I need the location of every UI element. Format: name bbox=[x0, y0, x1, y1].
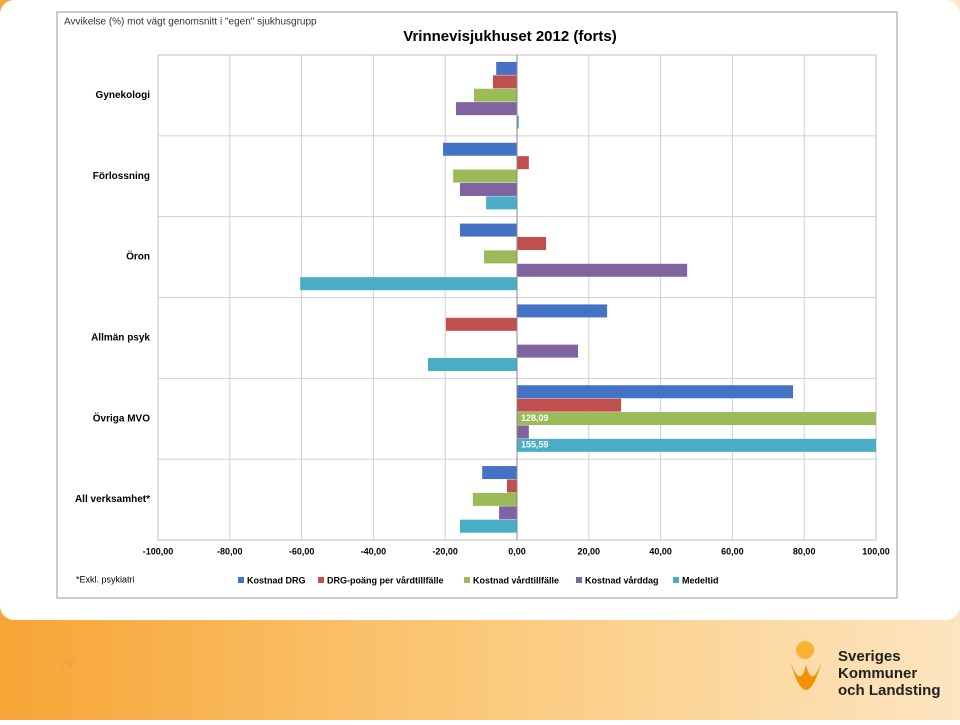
logo-text: Sveriges bbox=[838, 648, 901, 665]
bar bbox=[517, 344, 579, 358]
legend-label: Kostnad vårdtillfälle bbox=[473, 575, 559, 585]
bar bbox=[427, 358, 517, 372]
bar bbox=[517, 385, 794, 399]
legend-label: Kostnad vårddag bbox=[585, 575, 659, 585]
data-label: 128,09 bbox=[521, 413, 549, 423]
bar bbox=[517, 236, 547, 250]
slide-number: 19 bbox=[58, 656, 74, 672]
legend-label: DRG-poäng per vårdtillfälle bbox=[327, 575, 444, 585]
x-tick-label: -100,00 bbox=[143, 546, 174, 556]
bar bbox=[455, 102, 517, 116]
y-tick-label: Allmän psyk bbox=[91, 333, 150, 344]
bar bbox=[517, 438, 876, 452]
chart-subtitle: Avvikelse (%) mot vägt genomsnitt i "ege… bbox=[64, 17, 317, 28]
legend-label: Kostnad DRG bbox=[247, 575, 306, 585]
x-tick-label: -60,00 bbox=[289, 546, 315, 556]
logo-head bbox=[796, 641, 814, 659]
bar bbox=[473, 88, 517, 102]
y-tick-label: Övriga MVO bbox=[93, 411, 150, 424]
legend-swatch bbox=[576, 577, 582, 583]
bar bbox=[459, 182, 517, 196]
y-tick-label: All verksamhet* bbox=[75, 494, 150, 505]
bar bbox=[499, 506, 517, 520]
bar bbox=[517, 304, 608, 318]
bar bbox=[517, 425, 529, 439]
x-tick-label: -40,00 bbox=[361, 546, 387, 556]
bar bbox=[517, 412, 876, 426]
legend-label: Medeltid bbox=[682, 575, 719, 585]
chart-title: Vrinnevisjukhuset 2012 (forts) bbox=[403, 28, 616, 45]
x-tick-label: 0,00 bbox=[508, 546, 526, 556]
legend-swatch bbox=[318, 577, 324, 583]
x-tick-label: -80,00 bbox=[217, 546, 243, 556]
footnote: *Exkl. psykiatri bbox=[76, 574, 135, 584]
data-label: 155,59 bbox=[521, 440, 549, 450]
legend-swatch bbox=[238, 577, 244, 583]
legend-swatch bbox=[673, 577, 679, 583]
logo-text: Kommuner bbox=[838, 665, 917, 682]
bar bbox=[506, 479, 517, 493]
bar bbox=[496, 61, 517, 75]
x-tick-label: 100,00 bbox=[862, 546, 890, 556]
logo-body bbox=[790, 660, 822, 690]
bar bbox=[492, 75, 517, 89]
y-tick-label: Öron bbox=[126, 250, 150, 263]
bar bbox=[482, 466, 517, 480]
y-tick-label: Förlossning bbox=[93, 171, 150, 182]
bar bbox=[517, 398, 622, 412]
bar bbox=[486, 196, 517, 210]
bars bbox=[300, 61, 876, 533]
bar bbox=[459, 519, 517, 533]
logo-text: och Landsting bbox=[838, 682, 941, 699]
bar bbox=[459, 223, 517, 237]
x-tick-label: -20,00 bbox=[432, 546, 458, 556]
bar bbox=[517, 115, 519, 129]
bar bbox=[483, 250, 517, 264]
x-tick-label: 60,00 bbox=[721, 546, 744, 556]
bar bbox=[300, 277, 517, 291]
bar bbox=[517, 156, 529, 170]
bar bbox=[517, 263, 688, 277]
bar bbox=[453, 169, 517, 183]
bar bbox=[445, 317, 517, 331]
bar bbox=[443, 142, 517, 156]
x-tick-label: 40,00 bbox=[649, 546, 672, 556]
y-tick-label: Gynekologi bbox=[96, 90, 151, 101]
x-tick-label: 80,00 bbox=[793, 546, 816, 556]
logo: Sveriges Kommuner och Landsting bbox=[790, 641, 941, 699]
x-tick-label: 20,00 bbox=[578, 546, 601, 556]
legend-swatch bbox=[464, 577, 470, 583]
bar bbox=[472, 492, 517, 506]
